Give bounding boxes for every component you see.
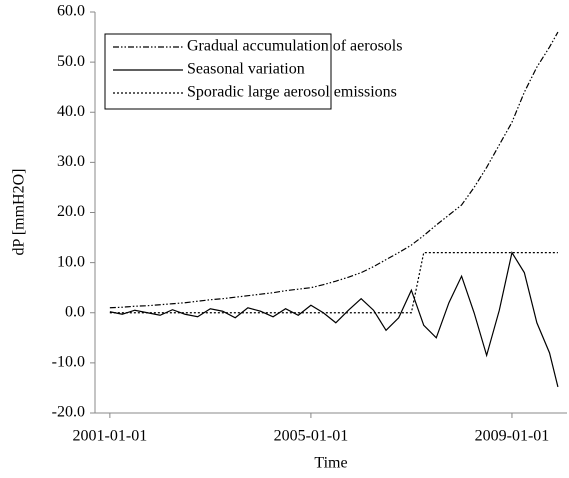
- y-axis-label: dP [mmH2O]: [11, 169, 28, 256]
- y-tick-label: 10.0: [57, 253, 85, 270]
- y-tick-label: 50.0: [57, 53, 85, 70]
- series-line: [109, 252, 558, 314]
- series-line: [109, 251, 559, 388]
- legend-label: Gradual accumulation of aerosols: [187, 38, 402, 55]
- y-tick-label: -20.0: [52, 404, 85, 421]
- x-tick-label: 2001-01-01: [73, 428, 148, 445]
- y-tick-label: 40.0: [57, 103, 85, 120]
- legend-label: Sporadic large aerosol emissions: [187, 84, 397, 101]
- y-tick-label: 60.0: [57, 3, 85, 20]
- x-tick-label: 2009-01-01: [475, 428, 550, 445]
- y-tick-label: 0.0: [65, 303, 85, 320]
- y-tick-label: 20.0: [57, 203, 85, 220]
- legend-label: Seasonal variation: [187, 61, 305, 78]
- x-tick-label: 2005-01-01: [274, 428, 349, 445]
- y-tick-label: 30.0: [57, 153, 85, 170]
- x-axis-label: Time: [314, 455, 347, 472]
- y-tick-label: -10.0: [52, 354, 85, 371]
- legend-box: [104, 33, 332, 110]
- series-line: [109, 31, 559, 309]
